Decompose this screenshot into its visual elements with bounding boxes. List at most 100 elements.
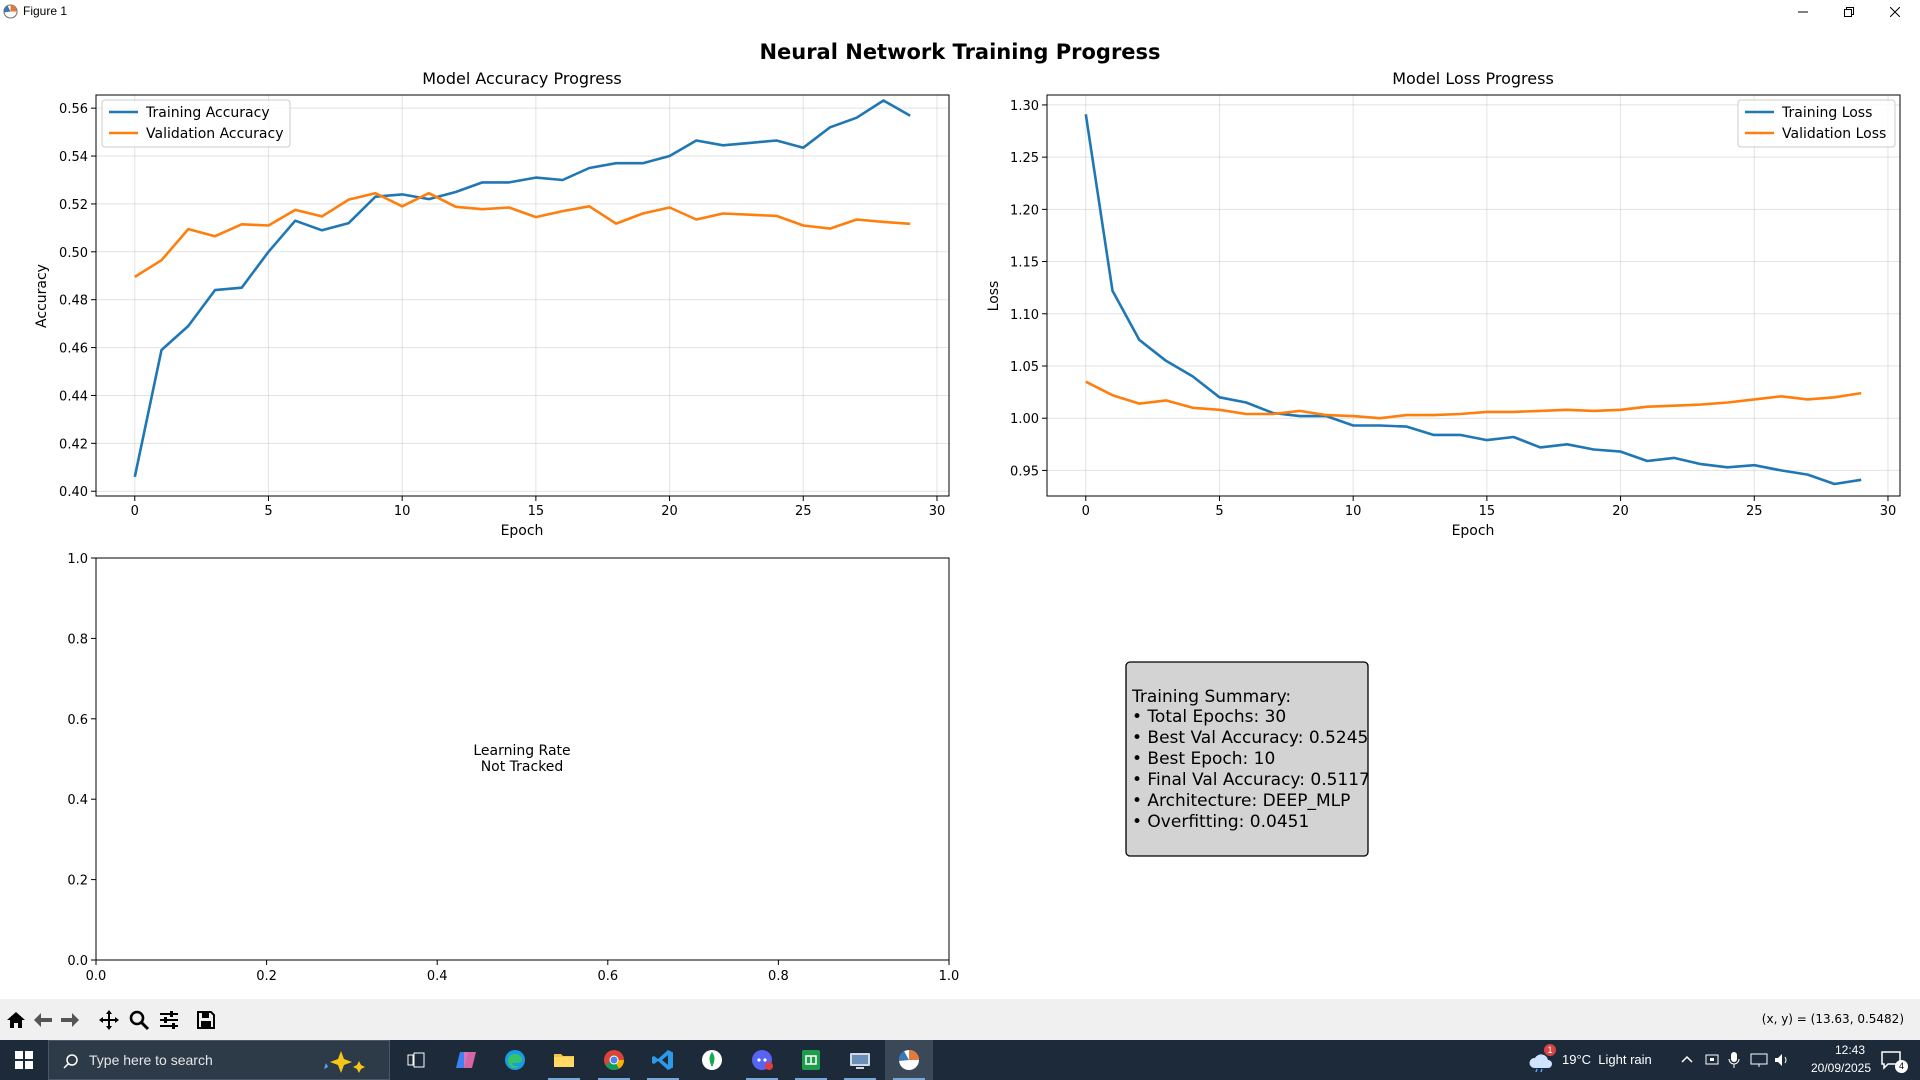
- loss-series: [1084, 114, 1862, 486]
- figure-svg: Neural Network Training Progress Model A…: [34, 40, 1901, 984]
- running-indicator: [647, 1078, 679, 1080]
- accuracy-xlabel: Epoch: [501, 523, 544, 539]
- pan-button[interactable]: [96, 1007, 122, 1033]
- cursor-coordinates: (x, y) = (13.63, 0.5482): [1761, 1012, 1904, 1026]
- accuracy-ylabel: Accuracy: [34, 264, 50, 328]
- close-icon: [1890, 7, 1900, 17]
- monitor-icon: [850, 1053, 870, 1069]
- loss-y-tick-label: 1.10: [1010, 308, 1039, 323]
- forward-button[interactable]: [57, 1007, 83, 1033]
- legend-validation-accuracy: Validation Accuracy: [146, 126, 284, 142]
- meet-now-icon[interactable]: [1704, 1052, 1720, 1068]
- sparkle-icon: [324, 1051, 365, 1073]
- summary-line-best-val-accuracy: • Best Val Accuracy: 0.5245: [1132, 728, 1368, 748]
- loss-y-tick-label: 0.95: [1010, 464, 1039, 479]
- loss-y-tick-label: 1.05: [1010, 360, 1039, 375]
- home-button[interactable]: [3, 1007, 29, 1033]
- accuracy-y-tick-label: 0.46: [59, 342, 88, 357]
- copilot-icon: [456, 1052, 476, 1068]
- accuracy-y-tick-label: 0.44: [59, 389, 88, 404]
- start-button[interactable]: [0, 1040, 48, 1080]
- microphone-icon[interactable]: [1728, 1051, 1740, 1069]
- notification-count: 4: [1895, 1060, 1908, 1073]
- edge-button[interactable]: [491, 1040, 539, 1080]
- home-icon: [7, 1012, 25, 1028]
- running-indicator: [598, 1078, 630, 1080]
- running-indicator: [548, 1078, 580, 1080]
- accuracy-y-tick-label: 0.52: [59, 198, 88, 213]
- forward-arrow-icon: [61, 1013, 79, 1027]
- loss-y-tick-label: 1.15: [1010, 256, 1039, 271]
- network-icon[interactable]: [1750, 1052, 1768, 1068]
- clock-time[interactable]: 12:43: [1834, 1043, 1866, 1057]
- learning-rate-x-tick-label: 0.4: [427, 969, 448, 984]
- summary-line-total-epochs: • Total Epochs: 30: [1132, 707, 1286, 727]
- mongodb-button[interactable]: [688, 1040, 736, 1080]
- copilot-button[interactable]: [442, 1040, 490, 1080]
- accuracy-y-tick-label: 0.42: [59, 437, 88, 452]
- restore-icon: [1844, 7, 1854, 17]
- learning-rate-axes-frame: [95, 557, 950, 961]
- notification-icon[interactable]: [1880, 1050, 1902, 1070]
- figure-canvas[interactable]: Neural Network Training Progress Model A…: [0, 24, 1920, 999]
- loss-y-tick-label: 1.25: [1010, 151, 1039, 166]
- accuracy-x-tick-label: 5: [264, 504, 272, 519]
- zoom-button[interactable]: [126, 1007, 152, 1033]
- summary-line-overfitting: • Overfitting: 0.0451: [1132, 812, 1309, 832]
- loss-x-tick-label: 5: [1215, 504, 1223, 519]
- figure-suptitle: Neural Network Training Progress: [759, 40, 1160, 64]
- save-button[interactable]: [193, 1007, 219, 1033]
- accuracy-y-tick-label: 0.50: [59, 246, 88, 261]
- learning-rate-y-tick-label: 0.4: [67, 793, 88, 808]
- accuracy-y-tick-label: 0.54: [59, 150, 88, 165]
- accuracy-y-tick-label: 0.40: [59, 485, 88, 500]
- remote-desktop-button[interactable]: [836, 1040, 884, 1080]
- restore-button[interactable]: [1826, 0, 1872, 24]
- loss-x-tick-label: 30: [1880, 504, 1897, 519]
- vscode-icon: [652, 1050, 673, 1070]
- learning-rate-ticks: 0.0 0.2 0.4 0.6 0.8 1.0 0.0 0.2 0.4 0.6 0.8 1.0: [67, 552, 959, 984]
- learning-rate-x-tick-label: 0.8: [768, 969, 789, 984]
- loss-grid: [1047, 95, 1900, 496]
- accuracy-series-line-1: [134, 191, 911, 279]
- discord-button[interactable]: [738, 1040, 786, 1080]
- learning-rate-x-tick-label: 0.2: [256, 969, 277, 984]
- taskbar-search-box[interactable]: Type here to search: [48, 1040, 390, 1080]
- loss-axes-frame: [1046, 94, 1901, 497]
- accuracy-y-tick-label: 0.48: [59, 294, 88, 309]
- learning-rate-chart: 0.0 0.2 0.4 0.6 0.8 1.0 0.0 0.2 0.4 0.6 0.8 1.0 Lea…: [67, 552, 959, 984]
- accuracy-legend: Training Accuracy Validation Accuracy: [101, 99, 291, 148]
- configure-subplots-button[interactable]: [156, 1007, 182, 1033]
- matplotlib-icon: [3, 4, 18, 19]
- save-icon: [197, 1011, 215, 1029]
- configure-subplots-icon: [160, 1011, 178, 1029]
- weather-text[interactable]: 19°C Light rain: [1562, 1052, 1652, 1067]
- legend-training-loss: Training Loss: [1781, 105, 1872, 121]
- clock-date[interactable]: 20/09/2025: [1810, 1061, 1872, 1075]
- vscode-button[interactable]: [639, 1040, 687, 1080]
- loss-x-tick-label: 20: [1612, 504, 1629, 519]
- accuracy-x-tick-label: 0: [131, 504, 139, 519]
- python-figure-button[interactable]: [885, 1040, 933, 1080]
- legend-training-accuracy: Training Accuracy: [145, 105, 270, 121]
- file-explorer-button[interactable]: [540, 1040, 588, 1080]
- running-indicator: [844, 1078, 876, 1080]
- chrome-button[interactable]: [590, 1040, 638, 1080]
- edge-icon: [505, 1050, 525, 1070]
- loss-y-tick-label: 1.20: [1010, 203, 1039, 218]
- back-button[interactable]: [30, 1007, 56, 1033]
- loss-series-line-1: [1085, 380, 1862, 420]
- learning-rate-y-tick-label: 0.8: [67, 632, 88, 647]
- spreadsheet-button[interactable]: [787, 1040, 835, 1080]
- close-button[interactable]: [1872, 0, 1918, 24]
- learning-rate-x-tick-label: 1.0: [939, 969, 960, 984]
- back-arrow-icon: [34, 1013, 52, 1027]
- volume-icon[interactable]: [1774, 1052, 1790, 1068]
- windows-logo-icon: [15, 1051, 33, 1069]
- learning-rate-message-line2: Not Tracked: [481, 759, 564, 775]
- minimize-button[interactable]: [1780, 0, 1826, 24]
- loss-ylabel: Loss: [986, 281, 1002, 312]
- chevron-up-icon[interactable]: [1681, 1054, 1693, 1066]
- running-indicator: [746, 1078, 778, 1080]
- task-view-button[interactable]: [392, 1040, 440, 1080]
